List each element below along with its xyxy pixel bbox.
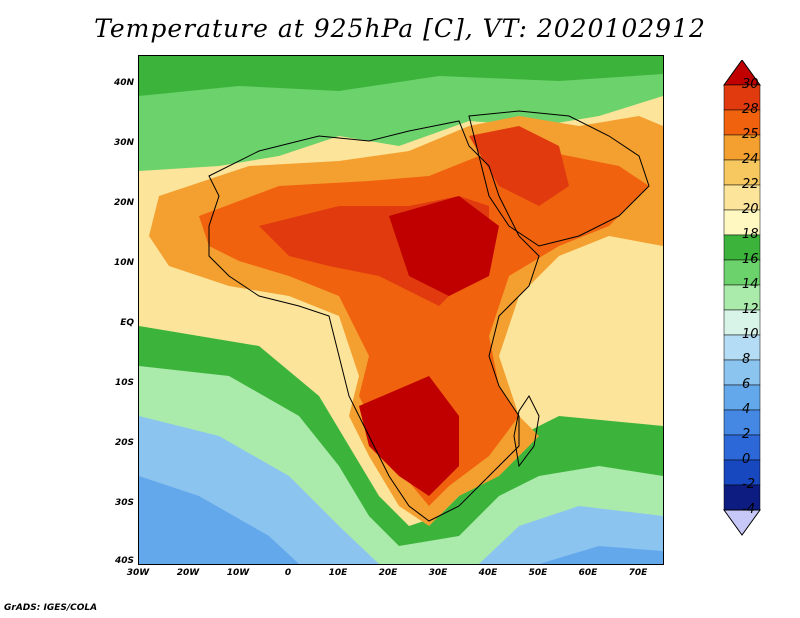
lat-label-30n: 30N xyxy=(113,138,134,148)
colorbar-tick-label: -4 xyxy=(742,502,755,517)
lat-label-40s: 40S xyxy=(114,556,134,566)
map-title: Temperature at 925hPa [C], VT: 202010291… xyxy=(94,14,706,43)
lon-label-20e: 20E xyxy=(378,568,398,578)
lon-label-60e: 60E xyxy=(578,568,598,578)
colorbar-box xyxy=(723,109,761,136)
lon-label-20w: 20W xyxy=(176,568,200,578)
colorbar-box xyxy=(723,84,761,111)
colorbar-box xyxy=(723,334,761,361)
southern-africa-hottest xyxy=(359,376,459,496)
colorbar-tick-label: 22 xyxy=(742,177,759,192)
lon-label-40e: 40E xyxy=(478,568,498,578)
colorbar-tick-label: 18 xyxy=(742,227,759,242)
coastlines xyxy=(208,110,650,522)
colorbar-box xyxy=(723,459,761,486)
lon-label-50e: 50E xyxy=(528,568,548,578)
colorbar-box xyxy=(723,134,761,161)
colorbar-tick-label: 2 xyxy=(742,427,751,442)
colorbar-tick-label: 4 xyxy=(742,402,751,417)
colorbar-tick-label: 30 xyxy=(742,77,759,92)
colorbar-box xyxy=(723,184,761,211)
colorbar-box xyxy=(723,234,761,261)
colorbar-tick-label: 24 xyxy=(742,152,759,167)
colorbar-box xyxy=(723,359,761,386)
colorbar-tick-label: 8 xyxy=(742,352,751,367)
colorbar-tick-label: 0 xyxy=(742,452,751,467)
sudan-hottest xyxy=(389,196,499,296)
colorbar-box xyxy=(723,434,761,461)
lon-label-30e: 30E xyxy=(428,568,448,578)
colorbar-box xyxy=(723,409,761,436)
colorbar-tick-label: 12 xyxy=(742,302,759,317)
colorbar-tick-label: 20 xyxy=(742,202,759,217)
lat-label-eq: EQ xyxy=(120,318,134,328)
lon-label-10w: 10W xyxy=(226,568,250,578)
colorbar-tick-label: -2 xyxy=(742,477,755,492)
lon-label-30w: 30W xyxy=(126,568,150,578)
lon-label-70e: 70E xyxy=(628,568,648,578)
lat-label-30s: 30S xyxy=(114,498,134,508)
grads-credit: GrADS: IGES/COLA xyxy=(4,603,98,613)
colorbar-tick-label: 25 xyxy=(742,127,759,142)
lat-label-40n: 40N xyxy=(113,78,134,88)
lat-label-20n: 20N xyxy=(113,198,134,208)
colorbar-tick-label: 14 xyxy=(742,277,759,292)
colorbar-tick-label: 16 xyxy=(742,252,759,267)
map-svg xyxy=(139,56,663,564)
colorbar-box xyxy=(723,309,761,336)
north-cool-core xyxy=(139,56,663,96)
lon-label-0: 0 xyxy=(284,568,292,578)
arabia-hot xyxy=(469,126,569,206)
south-cold-band xyxy=(139,416,663,564)
lat-label-10s: 10S xyxy=(114,378,134,388)
lon-label-10e: 10E xyxy=(328,568,348,578)
colorbar-boxes xyxy=(723,60,761,536)
lat-label-20s: 20S xyxy=(114,438,134,448)
colorbar xyxy=(723,60,761,536)
lat-label-10n: 10N xyxy=(113,258,134,268)
colorbar-bottom-arrow xyxy=(723,509,761,536)
colorbar-tick-label: 6 xyxy=(742,377,751,392)
colorbar-box xyxy=(723,259,761,286)
colorbar-box xyxy=(723,159,761,186)
colorbar-tick-label: 28 xyxy=(742,102,759,117)
colorbar-tick-label: 10 xyxy=(742,327,759,342)
colorbar-box xyxy=(723,384,761,411)
colorbar-box xyxy=(723,209,761,236)
temperature-map xyxy=(138,55,664,565)
south-coldest-band xyxy=(139,476,663,564)
